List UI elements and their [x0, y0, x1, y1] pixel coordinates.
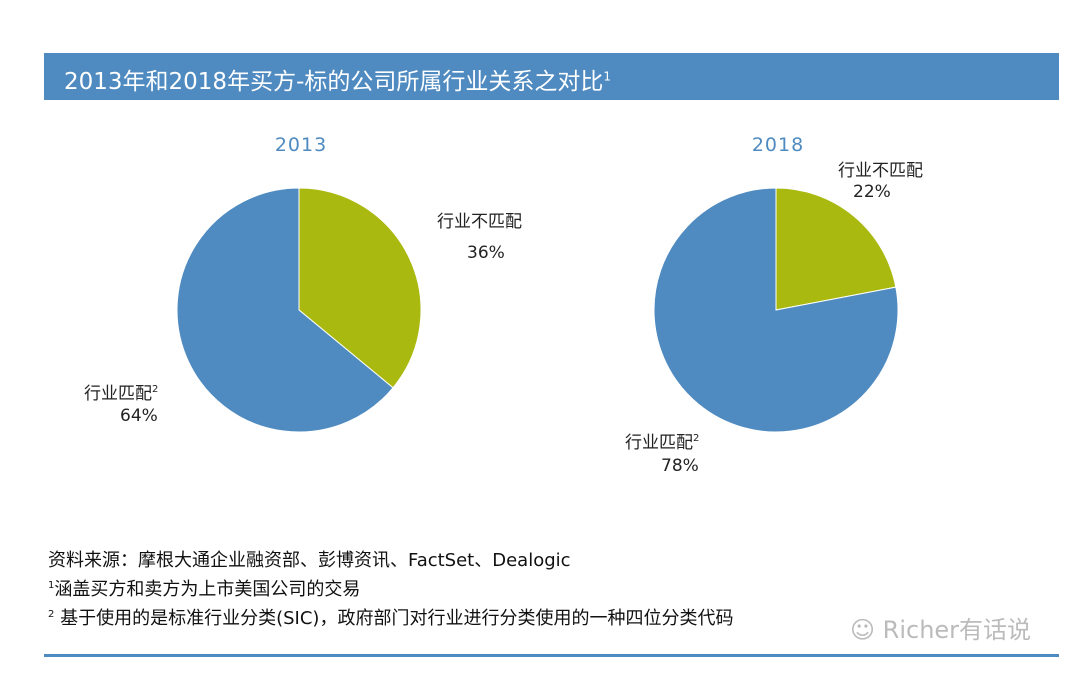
value-2013-match: 64% [120, 406, 158, 426]
footnote-2: 2 基于使用的是标准行业分类(SIC)，政府部门对行业进行分类使用的一种四位分类… [48, 608, 734, 629]
bottom-rule [44, 654, 1059, 657]
pie-2013 [176, 187, 422, 433]
label-2018-match: 行业匹配2 [625, 433, 699, 453]
watermark: ☺ Richer有话说 [850, 616, 1032, 644]
value-2018-match: 78% [661, 456, 699, 476]
title-bar: 2013年和2018年买方-标的公司所属行业关系之对比1 [44, 53, 1059, 100]
chart-title: 2013年和2018年买方-标的公司所属行业关系之对比1 [64, 69, 612, 95]
footnotes: 资料来源：摩根大通企业融资部、彭博资讯、FactSet、Dealogic 1涵盖… [48, 548, 733, 631]
label-2018-mismatch: 行业不匹配 [838, 161, 923, 181]
label-2013-match: 行业匹配2 [84, 384, 158, 404]
label-2013-mismatch: 行业不匹配 [437, 212, 522, 232]
pie-slice-2018-1 [653, 187, 899, 433]
footnote-1: 1涵盖买方和卖方为上市美国公司的交易 [48, 579, 361, 600]
value-2013-mismatch: 36% [467, 243, 505, 263]
pie-slice-2013-0 [298, 187, 422, 389]
pie-title-2013: 2013 [275, 134, 327, 156]
value-2018-mismatch: 22% [853, 182, 891, 202]
pie-slice-2018-0 [775, 187, 897, 311]
pie-2018 [653, 187, 899, 433]
pie-slice-2013-1 [176, 187, 394, 433]
source-note: 资料来源：摩根大通企业融资部、彭博资讯、FactSet、Dealogic [48, 550, 571, 571]
pie-title-2018: 2018 [752, 134, 804, 156]
